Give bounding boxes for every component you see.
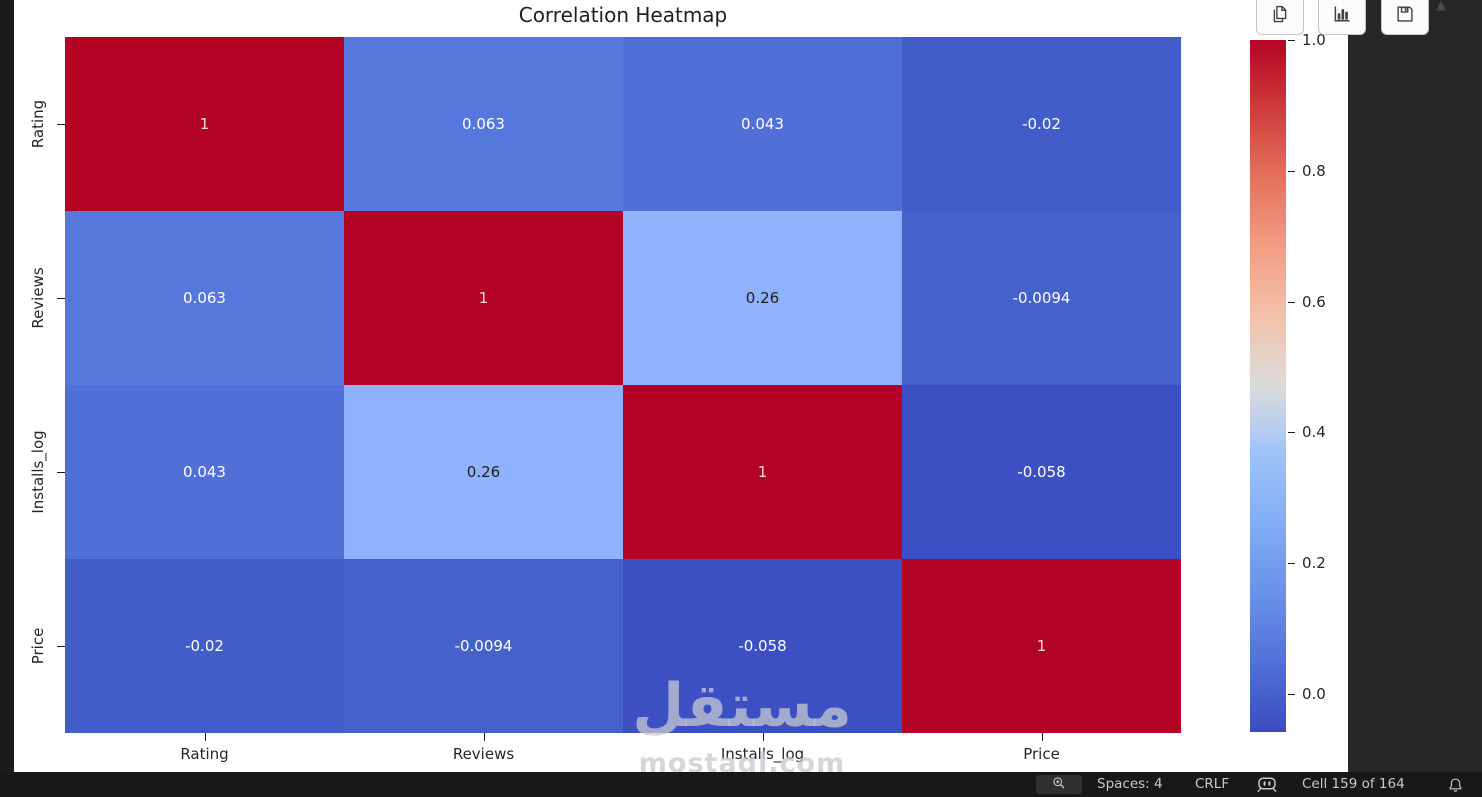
colorbar-tick-label: 0.8: [1302, 161, 1326, 180]
y-axis-label-price: Price: [29, 627, 47, 665]
colorbar-tick-mark: [1288, 170, 1295, 172]
heatmap-cell-rating-installs_log: 0.043: [623, 37, 902, 211]
colorbar: [1250, 40, 1286, 732]
status-eol[interactable]: CRLF: [1195, 776, 1230, 792]
x-axis-label-installs_log: Installs_log: [720, 745, 805, 763]
heatmap-cell-installs_log-reviews: 0.26: [344, 385, 623, 559]
copy-icon: [1270, 4, 1290, 28]
notifications-bell-icon[interactable]: [1448, 772, 1463, 797]
y-tick-mark: [57, 124, 65, 125]
y-axis-label-reviews: Reviews: [29, 267, 47, 329]
watermark-arabic: مستقل: [632, 671, 852, 741]
status-indentation[interactable]: Spaces: 4: [1097, 776, 1163, 792]
colorbar-tick-mark: [1288, 563, 1295, 565]
colorbar-tick-mark: [1288, 432, 1295, 434]
status-cell-indicator[interactable]: Cell 159 of 164: [1302, 776, 1405, 792]
y-tick-mark: [57, 472, 65, 473]
y-axis-label-rating: Rating: [29, 99, 47, 149]
heatmap-cell-installs_log-price: -0.058: [902, 385, 1181, 559]
y-tick-mark: [57, 298, 65, 299]
zoom-indicator-button[interactable]: [1036, 775, 1082, 794]
status-bar: Spaces: 4 CRLF Cell 159 of 164: [0, 772, 1482, 797]
heatmap-cell-installs_log-installs_log: 1: [623, 385, 902, 559]
colorbar-tick-label: 1.0: [1302, 31, 1326, 49]
colorbar-tick-mark: [1288, 301, 1295, 303]
heatmap-cell-rating-price: -0.02: [902, 37, 1181, 211]
left-gutter: [0, 0, 14, 772]
copy-output-button[interactable]: [1256, 0, 1304, 35]
colorbar-tick-mark: [1288, 694, 1295, 696]
x-tick-mark: [762, 733, 764, 741]
copilot-icon[interactable]: [1256, 772, 1278, 797]
heatmap-cell-price-rating: -0.02: [65, 559, 344, 733]
y-tick-mark: [57, 646, 65, 647]
colorbar-tick-label: 0.6: [1302, 292, 1326, 311]
x-axis-label-reviews: Reviews: [452, 745, 515, 763]
heatmap-cell-rating-rating: 1: [65, 37, 344, 211]
heatmap-cell-installs_log-rating: 0.043: [65, 385, 344, 559]
heatmap-cell-price-price: 1: [902, 559, 1181, 733]
heatmap-cell-price-installs_log: -0.058: [623, 559, 902, 733]
chart-title: Correlation Heatmap: [518, 3, 728, 27]
y-axis-label-installs_log: Installs_log: [29, 430, 47, 514]
x-axis-label-price: Price: [1023, 745, 1060, 763]
save-output-button[interactable]: [1381, 0, 1429, 35]
heatmap-grid: 1 0.063 0.043 -0.02 0.063 1 0.26 -0.0094 0.043 0.…: [65, 37, 1181, 733]
bar-chart-icon: [1332, 4, 1352, 28]
colorbar-tick-label: 0.4: [1302, 423, 1326, 442]
colorbar-tick-mark: [1288, 40, 1295, 41]
x-axis-label-rating: Rating: [180, 745, 229, 763]
heatmap-cell-reviews-reviews: 1: [344, 211, 623, 385]
x-tick-mark: [204, 733, 206, 741]
editor-background: [1348, 0, 1482, 772]
open-plot-viewer-button[interactable]: [1318, 0, 1366, 35]
heatmap-cell-reviews-rating: 0.063: [65, 211, 344, 385]
x-tick-mark: [483, 733, 485, 741]
save-icon: [1395, 4, 1415, 28]
colorbar-tick-label: 0.0: [1302, 685, 1326, 704]
scrollbar-up-arrow[interactable]: ▲: [1436, 0, 1446, 13]
colorbar-tick-label: 0.2: [1302, 554, 1326, 573]
heatmap-cell-reviews-price: -0.0094: [902, 211, 1181, 385]
heatmap-cell-reviews-installs_log: 0.26: [623, 211, 902, 385]
x-tick-mark: [1041, 733, 1043, 741]
zoom-in-icon: [1052, 775, 1066, 794]
heatmap-cell-price-reviews: -0.0094: [344, 559, 623, 733]
heatmap-cell-rating-reviews: 0.063: [344, 37, 623, 211]
